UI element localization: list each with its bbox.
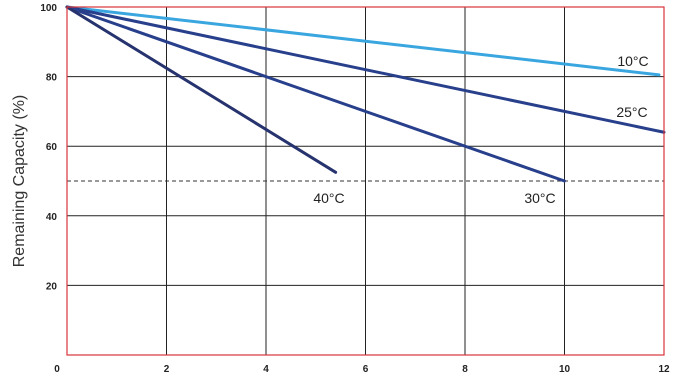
series-line [65, 5, 661, 77]
x-tick-label: 6 [363, 364, 369, 375]
series-line [65, 5, 666, 134]
series-line [65, 5, 338, 174]
y-tick-label: 40 [46, 212, 58, 223]
x-tick-label: 4 [263, 364, 269, 375]
series-label: 30°C [524, 190, 555, 206]
series-labels: 10°C 25°C 30°C 40°C [313, 53, 648, 206]
x-tick-label: 12 [658, 364, 670, 375]
y-tick-label: 20 [46, 281, 58, 292]
x-tick-label: 0 [54, 364, 60, 375]
series-label: 25°C [616, 104, 647, 120]
horizontal-gridlines [67, 76, 664, 286]
series-label: 40°C [313, 190, 344, 206]
series-label: 10°C [617, 53, 648, 69]
x-tick-labels: 0 2 4 6 8 10 12 [54, 364, 670, 375]
y-tick-labels: 20 40 60 80 100 [40, 3, 57, 292]
y-tick-label: 100 [40, 3, 57, 14]
plot-border [66, 6, 665, 356]
x-tick-label: 2 [164, 364, 170, 375]
y-tick-label: 80 [46, 73, 58, 84]
series-layer [65, 5, 666, 183]
y-tick-label: 60 [46, 142, 58, 153]
x-tick-label: 8 [462, 364, 468, 375]
y-axis-label: Remaining Capacity (%) [11, 95, 28, 268]
series-line [65, 5, 566, 183]
x-tick-label: 10 [559, 364, 571, 375]
